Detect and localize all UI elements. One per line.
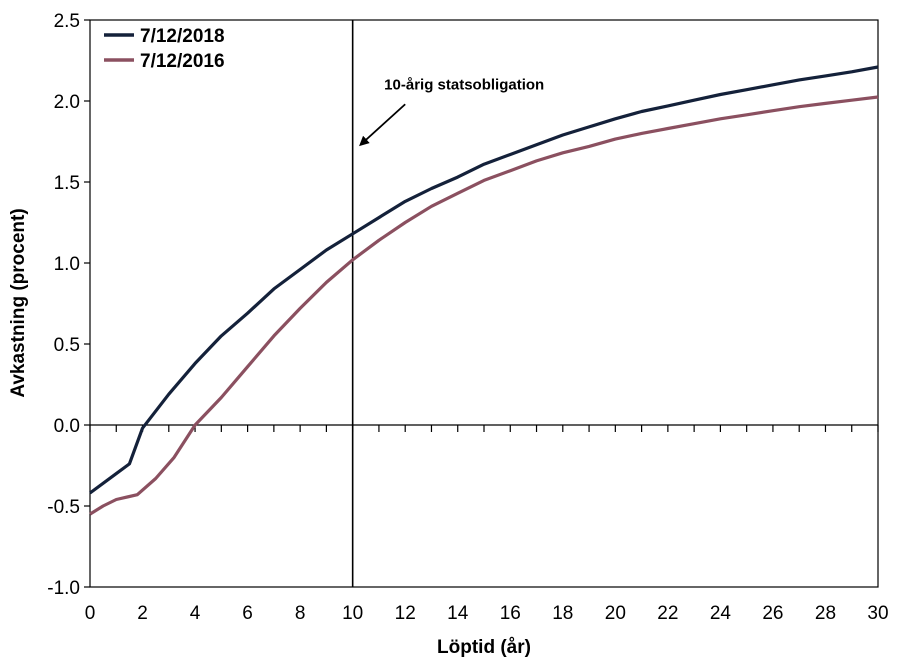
y-tick-label: 2.0 bbox=[54, 92, 80, 113]
annotation-arrow bbox=[359, 103, 406, 147]
legend-label-1: 7/12/2018 bbox=[140, 26, 225, 47]
x-tick-label: 18 bbox=[552, 603, 573, 624]
legend-label-2: 7/12/2016 bbox=[140, 51, 225, 72]
y-tick-label: 1.0 bbox=[54, 254, 80, 275]
x-tick-label: 12 bbox=[395, 603, 416, 624]
x-tick-label: 6 bbox=[242, 603, 253, 624]
x-axis-title: Löptid (år) bbox=[437, 637, 531, 658]
y-tick-label: -0.5 bbox=[47, 497, 80, 518]
y-tick-label: 0.0 bbox=[54, 416, 80, 437]
x-tick-label: 10 bbox=[342, 603, 363, 624]
annotation-text: 10-årig statsobligation bbox=[384, 77, 544, 94]
x-tick-label: 30 bbox=[867, 603, 888, 624]
x-tick-label: 0 bbox=[85, 603, 96, 624]
y-tick-label: -1.0 bbox=[47, 578, 80, 599]
x-tick-label: 24 bbox=[710, 603, 732, 624]
y-axis-title: Avkastning (procent) bbox=[8, 208, 29, 397]
x-tick-label: 26 bbox=[762, 603, 783, 624]
x-tick-label: 16 bbox=[500, 603, 521, 624]
y-tick-label: 2.5 bbox=[54, 11, 80, 32]
x-tick-label: 8 bbox=[295, 603, 306, 624]
y-tick-label: 0.5 bbox=[54, 335, 80, 356]
x-tick-label: 14 bbox=[447, 603, 469, 624]
x-tick-label: 22 bbox=[657, 603, 678, 624]
series-line-2 bbox=[89, 95, 879, 516]
plot-area bbox=[90, 20, 878, 587]
x-tick-label: 28 bbox=[815, 603, 836, 624]
x-tick-label: 20 bbox=[605, 603, 626, 624]
y-tick-label: 1.5 bbox=[54, 173, 80, 194]
series-line-1 bbox=[89, 65, 879, 495]
plot-frame bbox=[89, 19, 879, 588]
x-tick-label: 2 bbox=[137, 603, 148, 624]
x-tick-label: 4 bbox=[190, 603, 201, 624]
